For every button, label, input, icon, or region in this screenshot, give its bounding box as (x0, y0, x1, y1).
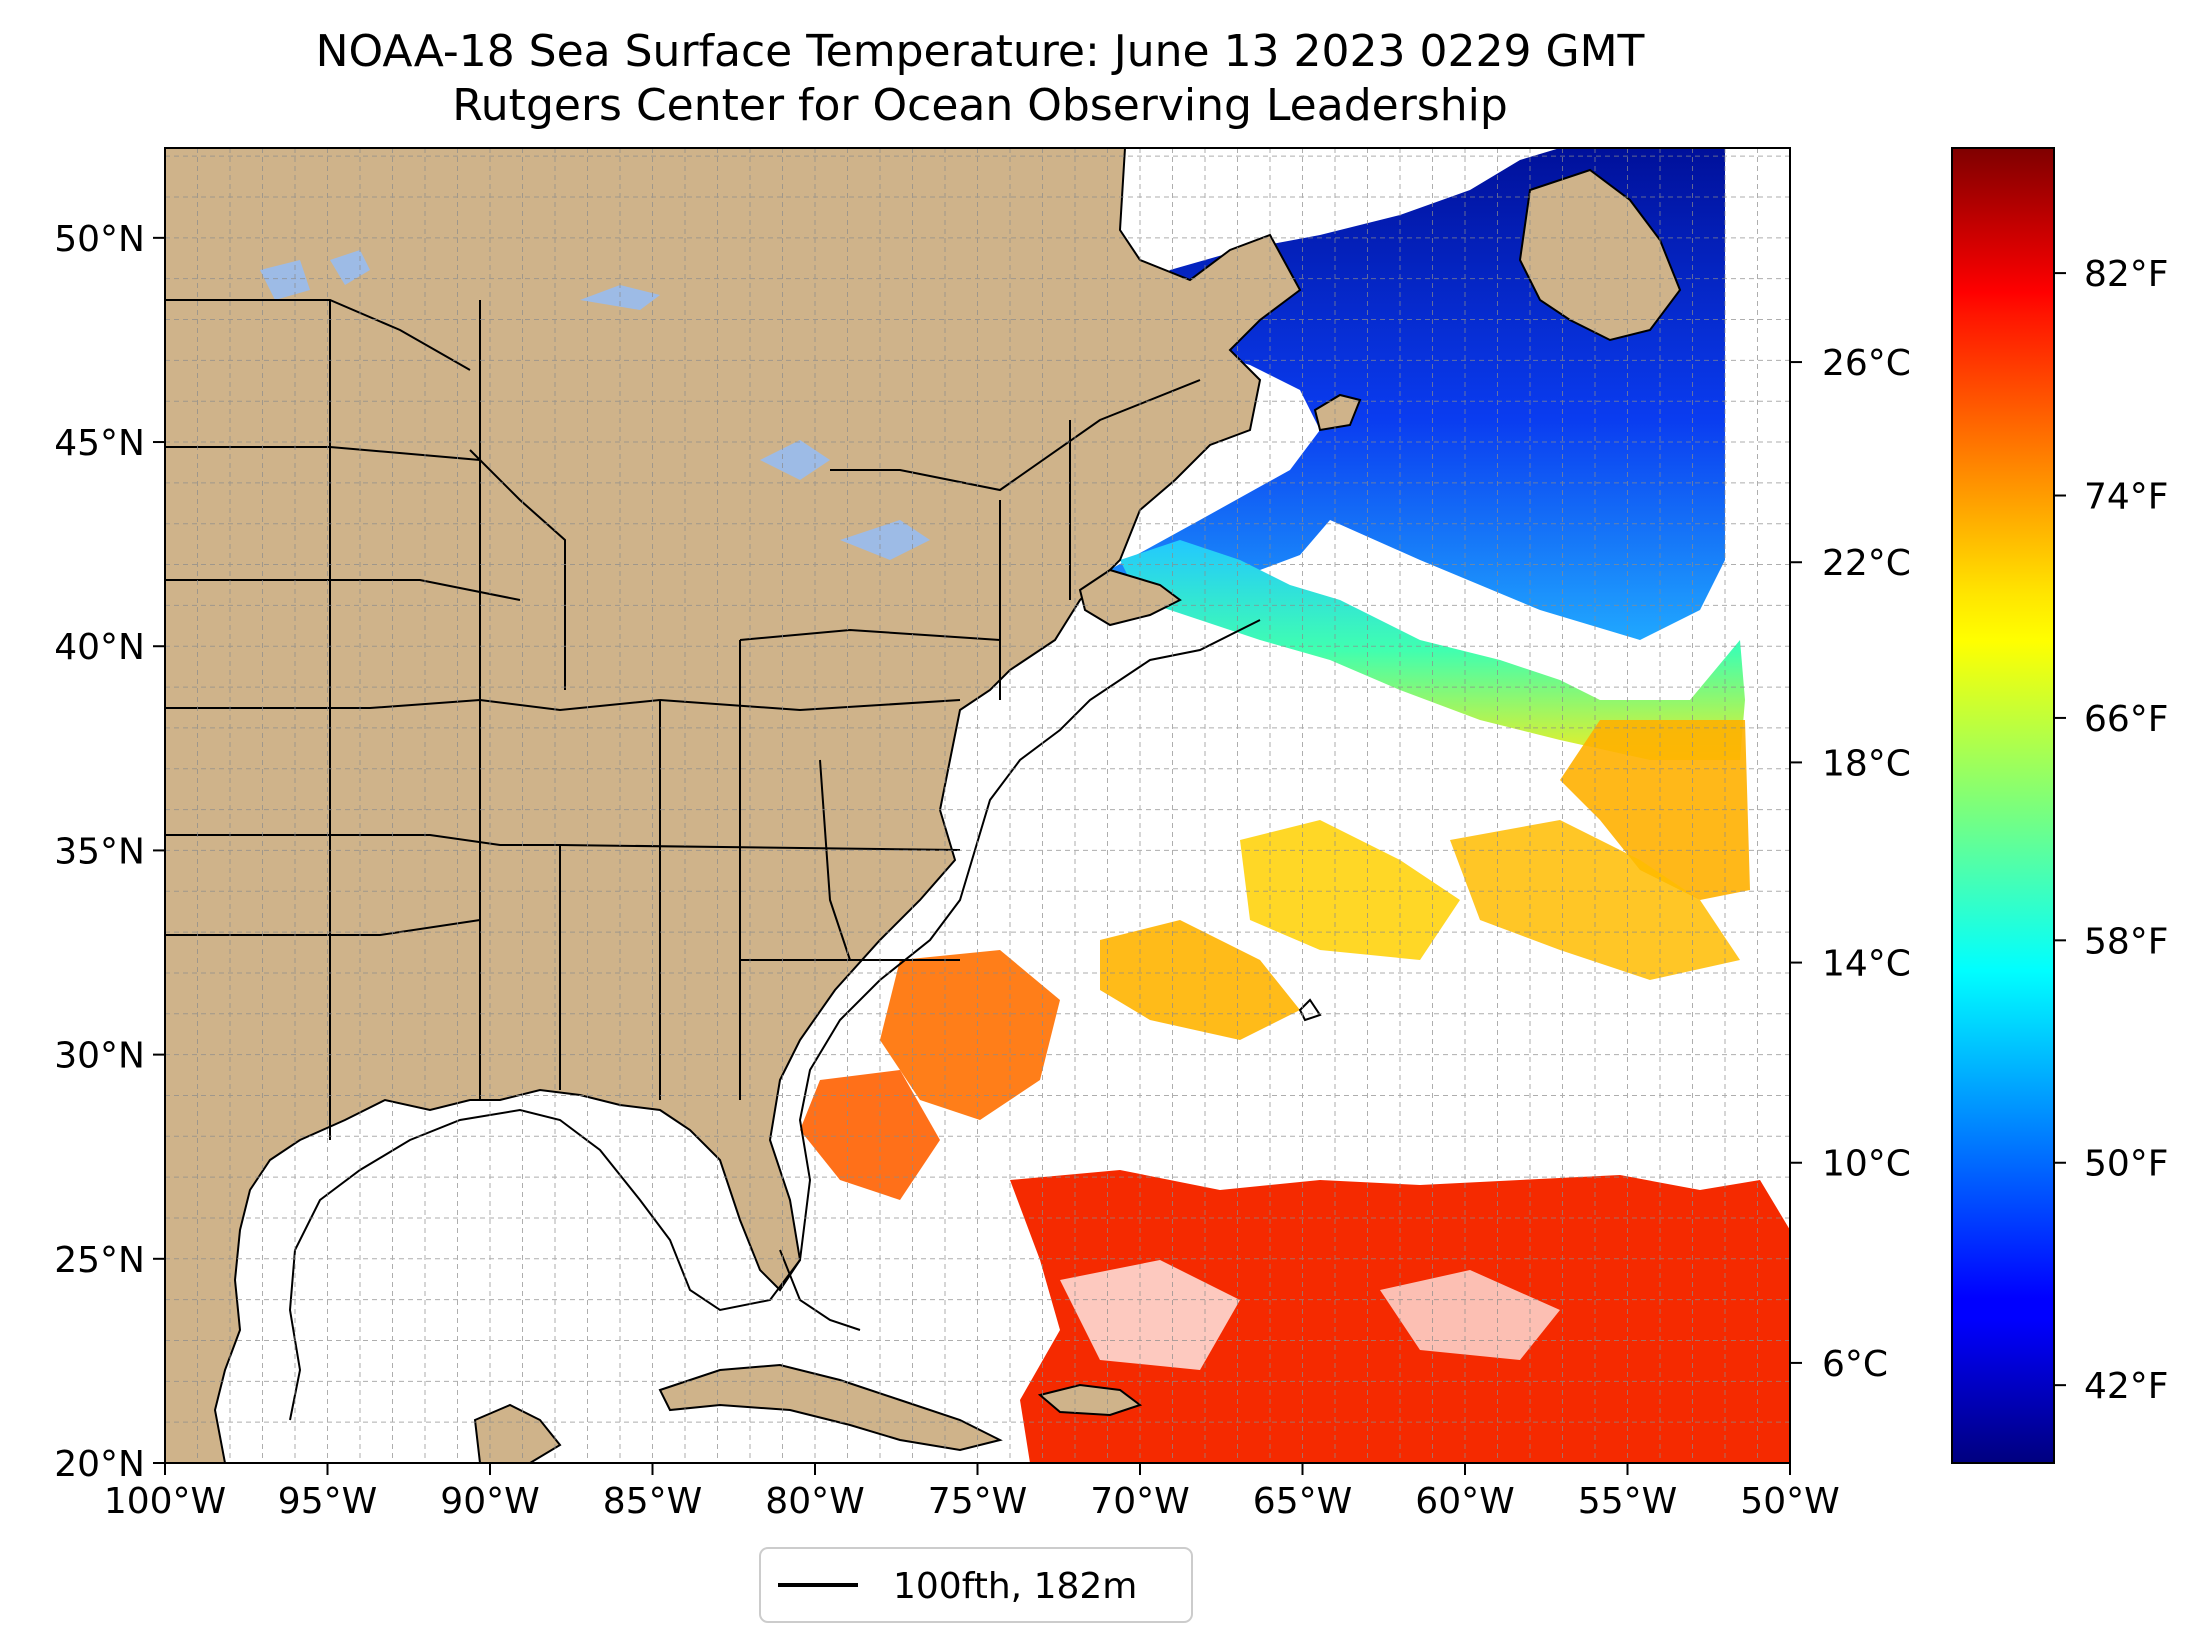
legend-box (759, 1547, 1193, 1623)
map-panel (164, 147, 1791, 1464)
lake-ontario (840, 520, 930, 560)
lat-axis: 20°N 25°N 30°N 35°N 40°N 45°N 50°N (54, 219, 165, 1485)
warm-patch-sw (880, 950, 1060, 1120)
lon-axis: 100°W 95°W 90°W 85°W 80°W 75°W 70°W 65°W 60°W 55°… (104, 1463, 1840, 1522)
lon-tick-label: 95°W (278, 1481, 377, 1522)
colorbar-gradient (1952, 148, 2054, 1463)
lon-tick-label: 50°W (1740, 1481, 1839, 1522)
cuba-land (658, 1363, 1003, 1452)
f-tick-label: 50°F (2084, 1144, 2169, 1185)
lake-nipigon (580, 285, 660, 310)
border-pa-ny (739, 628, 1001, 641)
cape-breton-land (1313, 393, 1362, 432)
lon-tick-label: 60°W (1415, 1481, 1514, 1522)
border-tx-ok (165, 919, 481, 936)
f-tick-label: 58°F (2084, 921, 2169, 962)
cloud-gap-2 (1380, 1270, 1560, 1360)
lon-tick-label: 55°W (1578, 1481, 1677, 1522)
lakes-layer (260, 250, 930, 560)
colorbar: 6°C 10°C 14°C 18°C 22°C 26°C 42°F 50°F 58°F 66°F… (1790, 147, 2169, 1464)
legend: 100fth, 182m (759, 1547, 1193, 1623)
colorbar-frame (1951, 147, 2055, 1464)
lon-tick-label: 90°W (440, 1481, 539, 1522)
yucatan-land (473, 1403, 562, 1463)
lon-tick-label: 80°W (765, 1481, 864, 1522)
isobath-line-main (288, 619, 1261, 1421)
c-tick-label: 26°C (1822, 343, 1911, 384)
red-lake (260, 260, 310, 300)
lake-simcoe (760, 440, 830, 480)
shelf-front-sst (1120, 540, 1745, 760)
f-tick-label: 42°F (2084, 1366, 2169, 1407)
colorbar-fahrenheit-axis: 42°F 50°F 58°F 66°F 74°F 82°F (2054, 254, 2169, 1407)
lon-tick-label: 85°W (603, 1481, 702, 1522)
lon-tick-label: 70°W (1090, 1481, 1189, 1522)
border-ok-ks (165, 834, 560, 846)
c-tick-label: 6°C (1822, 1344, 1888, 1385)
warm-patch-sw2 (800, 1070, 940, 1200)
lon-tick-label: 65°W (1253, 1481, 1352, 1522)
lat-tick-label: 20°N (54, 1444, 145, 1485)
lat-tick-label: 45°N (54, 423, 145, 464)
lat-tick-label: 50°N (54, 219, 145, 260)
land-layer (165, 148, 1682, 1463)
chart-title: NOAA-18 Sea Surface Temperature: June 13… (315, 26, 1645, 77)
isobath-bermuda (1298, 998, 1322, 1022)
colorbar-celsius-axis: 6°C 10°C 14°C 18°C 22°C 26°C (1790, 343, 1911, 1385)
newfoundland-land (1518, 168, 1682, 342)
c-tick-label: 22°C (1822, 543, 1911, 584)
canada-us-border-west (165, 299, 471, 371)
gridlines (165, 148, 1790, 1463)
political-borders (165, 299, 1201, 1140)
lat-tick-label: 35°N (54, 831, 145, 872)
warm-patch-mid3 (1100, 920, 1300, 1040)
border-oh-wv (659, 699, 961, 712)
lon-tick-label: 75°W (928, 1481, 1027, 1522)
c-tick-label: 18°C (1822, 743, 1911, 784)
c-tick-label: 14°C (1822, 944, 1911, 985)
f-tick-label: 66°F (2084, 699, 2169, 740)
chart-subtitle: Rutgers Center for Ocean Observing Leade… (452, 80, 1508, 131)
f-tick-label: 74°F (2084, 477, 2169, 518)
border-nc-sc (819, 759, 851, 961)
lat-tick-label: 30°N (54, 1036, 145, 1077)
lon-tick-label: 100°W (104, 1481, 226, 1522)
hispaniola-land (1037, 1383, 1143, 1417)
border-ne-sd (165, 579, 521, 601)
nova-scotia-land (1078, 568, 1182, 627)
f-tick-label: 82°F (2084, 254, 2169, 295)
legend-label: 100fth, 182m (893, 1566, 1137, 1607)
canada-us-border-east (830, 379, 1201, 492)
warm-patch-mid (1240, 820, 1460, 960)
wi-mi-border (469, 449, 566, 690)
lat-tick-label: 25°N (54, 1240, 145, 1281)
lat-tick-label: 40°N (54, 627, 145, 668)
border-tn-ky (559, 844, 961, 851)
c-tick-label: 10°C (1822, 1144, 1911, 1185)
cloud-gap-1 (1060, 1260, 1240, 1370)
